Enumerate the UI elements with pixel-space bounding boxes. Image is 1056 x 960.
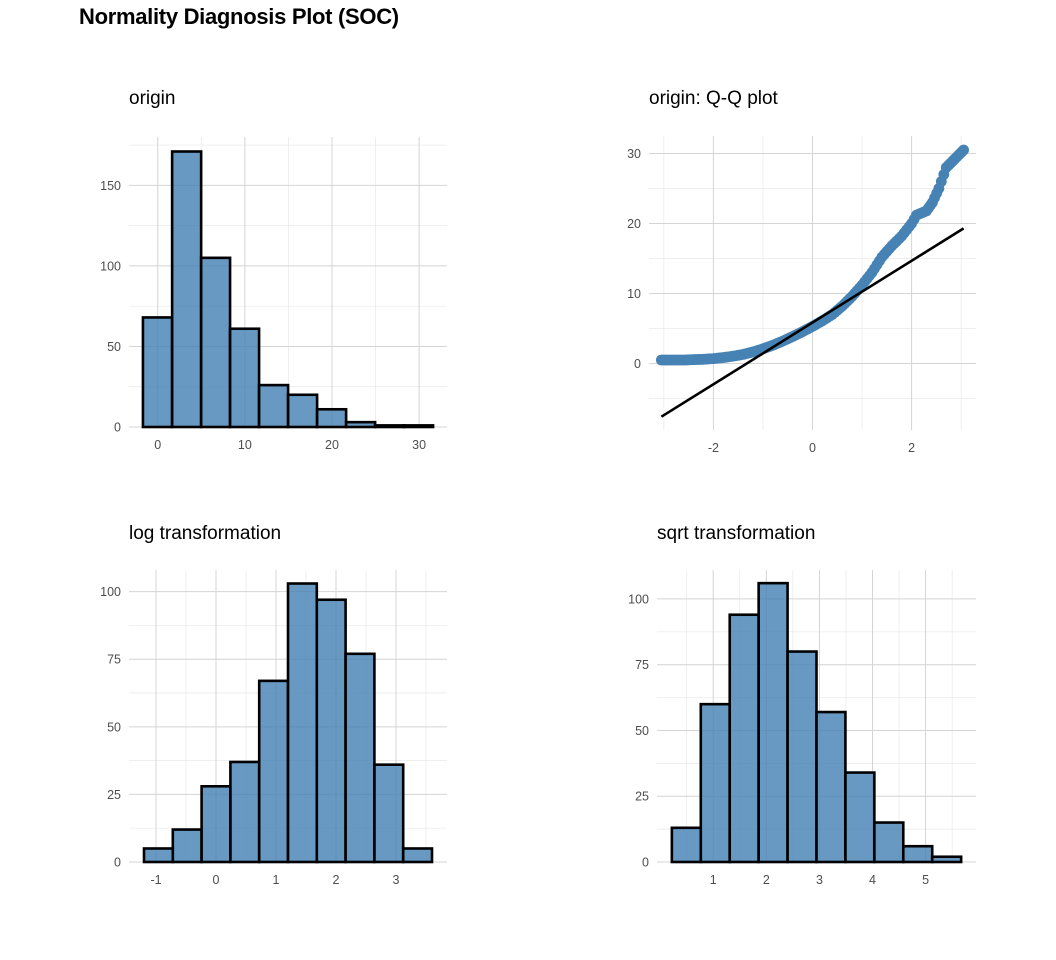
x-tick-label: 20 <box>325 438 339 452</box>
sqrt-histogram-bar <box>844 771 876 864</box>
x-tick-label: 3 <box>393 873 400 887</box>
sqrt-histogram-bar <box>786 650 818 864</box>
origin-histogram-bar <box>170 150 203 429</box>
x-tick-label: 2 <box>908 441 915 455</box>
sqrt-histogram-bar <box>930 855 963 864</box>
x-tick-label: 4 <box>869 873 876 887</box>
origin-histogram-bar <box>257 383 290 429</box>
x-tick-label: 1 <box>273 873 280 887</box>
sqrt-panel-title: sqrt transformation <box>657 523 815 544</box>
y-tick-label: 25 <box>107 788 121 802</box>
x-tick-label: 5 <box>922 873 929 887</box>
y-tick-label: 50 <box>635 724 649 738</box>
qq-panel-title: origin: Q-Q plot <box>649 88 779 109</box>
y-tick-label: 50 <box>107 720 121 734</box>
origin-histogram-bar <box>286 393 319 429</box>
origin-histogram-bar <box>315 407 348 429</box>
page-title: Normality Diagnosis Plot (SOC) <box>79 4 399 29</box>
y-tick-label: 0 <box>634 357 641 371</box>
x-tick-label: 0 <box>154 438 161 452</box>
log-histogram-bar <box>142 847 175 864</box>
y-tick-label: 0 <box>642 856 649 870</box>
x-tick-label: 0 <box>809 441 816 455</box>
x-tick-label: 2 <box>333 873 340 887</box>
log-histogram-bar <box>401 847 434 864</box>
log-histogram-bar <box>344 652 376 864</box>
x-tick-label: -2 <box>708 441 719 455</box>
origin-histogram-bar <box>373 424 406 429</box>
origin-histogram-bar <box>199 256 232 429</box>
origin-histogram-bar <box>344 420 377 429</box>
origin-panel: origin 0 10 20 30 0 50 100 150 <box>100 88 447 452</box>
sqrt-histogram-bar <box>728 613 760 864</box>
origin-histogram-bar <box>402 424 435 429</box>
sqrt-histogram-bar <box>757 581 789 864</box>
y-tick-label: 100 <box>100 259 121 273</box>
sqrt-histogram-bar <box>670 826 703 864</box>
log-panel-title: log transformation <box>129 523 281 544</box>
x-tick-label: 1 <box>710 873 717 887</box>
y-tick-label: 10 <box>627 287 641 301</box>
x-tick-label: -1 <box>150 873 161 887</box>
log-histogram-bar <box>286 582 319 864</box>
x-tick-label: 30 <box>412 438 426 452</box>
y-tick-label: 0 <box>114 856 121 870</box>
log-histogram-bar <box>171 828 203 864</box>
log-histogram-bar <box>257 679 290 864</box>
y-tick-label: 25 <box>635 790 649 804</box>
log-histogram-bar <box>200 784 232 864</box>
log-histogram-bar <box>315 598 347 864</box>
sqrt-histogram-bar <box>873 821 905 864</box>
x-tick-label: 2 <box>763 873 770 887</box>
x-tick-label: 0 <box>213 873 220 887</box>
y-tick-label: 50 <box>107 340 121 354</box>
x-tick-label: 3 <box>816 873 823 887</box>
y-tick-label: 75 <box>107 653 121 667</box>
log-histogram-bar <box>229 760 261 864</box>
origin-panel-title: origin <box>129 88 175 109</box>
y-tick-label: 100 <box>628 592 649 606</box>
x-tick-label: 10 <box>238 438 252 452</box>
log-histogram-bar <box>373 763 405 864</box>
y-tick-label: 20 <box>627 217 641 231</box>
origin-histogram-bar <box>228 327 261 429</box>
origin-histogram-bar <box>141 316 174 429</box>
sqrt-histogram-bar <box>699 702 732 864</box>
y-tick-label: 100 <box>100 585 121 599</box>
qq-point <box>958 144 970 156</box>
y-tick-label: 30 <box>627 147 641 161</box>
y-tick-label: 0 <box>114 421 121 435</box>
qq-reference-line <box>660 227 965 418</box>
sqrt-histogram-bar <box>901 844 934 864</box>
y-tick-label: 150 <box>100 179 121 193</box>
y-tick-label: 75 <box>635 658 649 672</box>
sqrt-histogram-bar <box>815 710 847 864</box>
log-panel: log transformation -1 0 1 2 3 0 25 50 75 100 <box>100 523 447 887</box>
